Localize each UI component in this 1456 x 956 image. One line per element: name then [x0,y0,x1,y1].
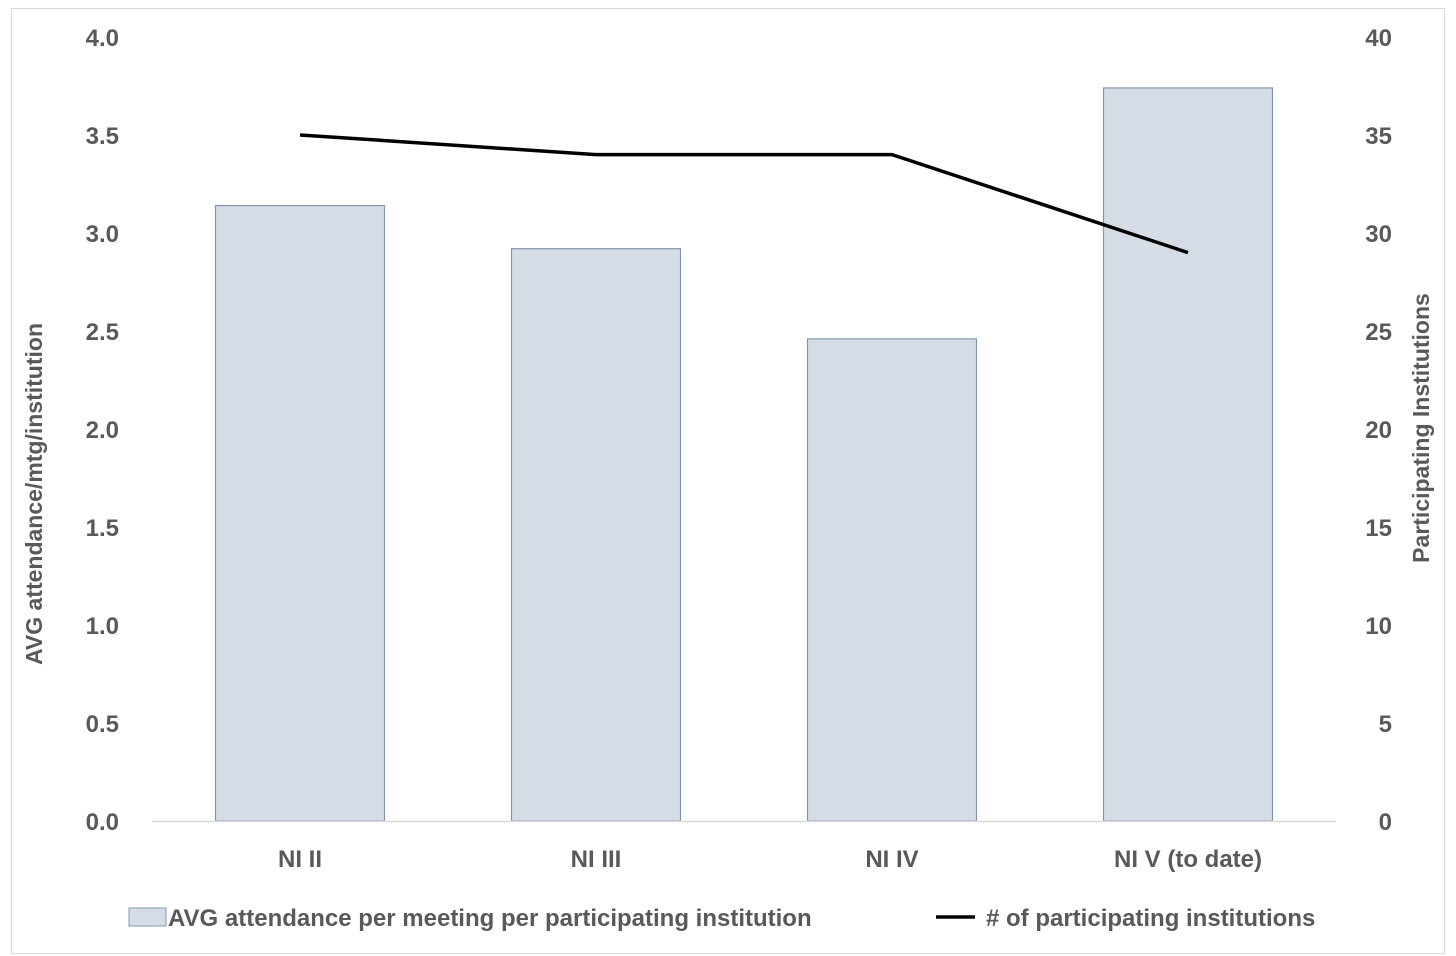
left-tick-label: 2.5 [86,319,119,346]
right-tick-label: 15 [1365,515,1392,542]
left-axis-ticks: 0.0 0.5 1.0 1.5 2.0 2.5 3.0 3.5 4.0 [86,25,119,836]
right-tick-label: 35 [1365,123,1392,150]
right-tick-label: 10 [1365,613,1392,640]
category-label: NI V (to date) [1114,846,1262,873]
category-label: NI II [278,846,322,873]
right-tick-label: 0 [1379,809,1392,836]
left-tick-label: 1.5 [86,515,119,542]
legend-label-line: # of participating institutions [986,905,1315,932]
left-tick-label: 3.5 [86,123,119,150]
category-label: NI III [571,846,622,873]
left-tick-label: 1.0 [86,613,119,640]
left-tick-label: 0.0 [86,809,119,836]
right-tick-label: 25 [1365,319,1392,346]
line-layer [299,133,1189,255]
legend-swatch-bar [128,907,167,927]
right-tick-label: 20 [1365,417,1392,444]
left-tick-label: 3.0 [86,221,119,248]
legend-label-bar: AVG attendance per meeting per participa… [168,905,812,932]
left-tick-label: 4.0 [86,25,119,52]
category-labels: NI II NI III NI IV NI V (to date) [278,846,1262,873]
category-label: NI IV [865,846,918,873]
bar-3 [1102,87,1274,822]
right-tick-label: 5 [1379,711,1392,738]
right-tick-label: 40 [1365,25,1392,52]
legend: AVG attendance per meeting per participa… [128,905,1315,932]
line-participating-institutions [299,133,1189,255]
left-tick-label: 2.0 [86,417,119,444]
right-tick-label: 30 [1365,221,1392,248]
bar-1 [510,248,682,822]
right-axis-title: Participating Institutions [1408,293,1434,563]
right-axis-ticks: 0 5 10 15 20 25 30 35 40 [1365,25,1392,836]
bars-layer [214,87,1274,822]
bar-0 [214,204,386,822]
left-axis-title: AVG attendance/mtg/institution [21,323,47,665]
bar-2 [806,338,978,822]
left-tick-label: 0.5 [86,711,119,738]
